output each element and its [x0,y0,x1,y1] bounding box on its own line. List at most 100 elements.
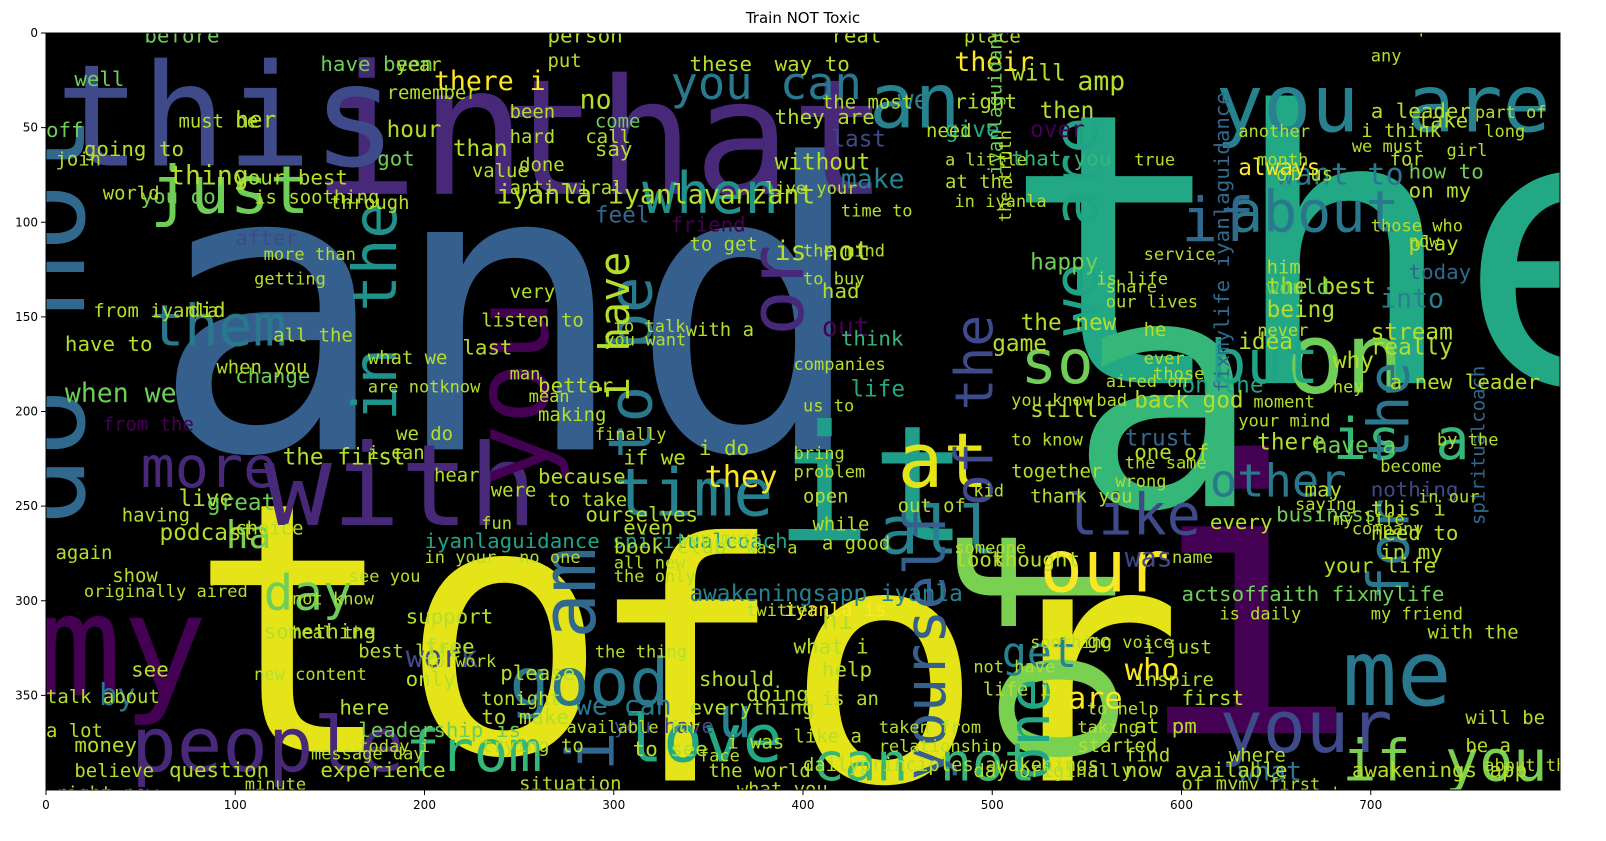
cloud-word: change [235,364,310,388]
cloud-word: more [141,435,278,501]
cloud-word: my first [1238,775,1320,795]
cloud-word: got [377,146,415,170]
cloud-word: the mind [803,241,885,261]
cloud-word: love [623,701,782,778]
cloud-word: every [1210,510,1273,534]
cloud-word: message day [311,745,424,765]
cloud-word: did [188,298,226,322]
cloud-word: take [1418,109,1468,133]
cloud-word: share [1106,277,1157,297]
cloud-word: come [595,111,641,133]
cloud-word: before [144,23,219,47]
cloud-word: going to [84,137,184,161]
cloud-word: do not [0,115,111,525]
cloud-word: hear [434,465,480,487]
cloud-word: been [510,101,556,123]
cloud-word: home [1333,784,1374,804]
cloud-word: taking [1077,718,1138,738]
cloud-word: iyanlaguidance spiritualcoach [425,529,788,553]
cloud-word: look [954,548,1005,572]
cloud-word: when we [65,378,177,409]
cloud-word: but [1210,328,1319,398]
cloud-word: place [964,25,1021,47]
cloud-word: you have [614,714,714,738]
cloud-word: the same [1125,453,1207,473]
cloud-word: in iyanla [954,192,1046,212]
cloud-word: started [1077,735,1157,757]
cloud-word: leadership is [358,718,521,742]
cloud-word: you can [671,57,862,110]
cloud-word: there i [434,66,546,97]
cloud-word: you do [141,184,216,208]
cloud-word: who [1125,653,1180,688]
cloud-word: we must [1352,137,1424,157]
cloud-word: from the [103,413,194,435]
cloud-word: out [822,312,870,343]
cloud-word: thing [169,160,249,191]
cloud-word: kid [973,482,1004,502]
cloud-word: new content [254,665,367,685]
cloud-word: about the [1484,756,1576,776]
cloud-word: is a [1333,407,1470,473]
cloud-word: is not [775,236,871,267]
y-tick-label: 50 [23,121,38,135]
cloud-word: tonight [481,688,561,710]
y-tick-label: 350 [15,688,38,702]
cloud-word: what i [794,635,869,659]
cloud-word: today i [358,737,430,757]
cloud-word: day originally [973,760,1132,782]
cloud-word: great [207,490,275,516]
cloud-word: or [733,245,821,336]
cloud-word: there [1257,429,1325,455]
cloud-word: finally [595,425,667,445]
x-tick-label: 0 [42,798,50,812]
cloud-word: really [1371,335,1453,361]
cloud-word: life i [983,678,1051,700]
cloud-word: just [150,152,309,229]
cloud-word: give [945,117,1000,143]
cloud-word: have a [1314,433,1396,459]
y-axis: 0 50 100 150 200 250 300 350 [15,26,46,702]
cloud-word: time [614,455,773,532]
x-axis: 0 100 200 300 400 500 600 700 [42,790,1382,812]
cloud-word: to [188,427,610,835]
cloud-word: iyanla is [784,599,886,621]
cloud-word: no one [519,548,580,568]
cloud-word: always [1238,155,1320,181]
cloud-word: talk about [46,686,160,708]
cloud-word: i [1134,383,1362,823]
cloud-word: my friend [1371,605,1463,625]
cloud-word: podcast [160,520,256,546]
cloud-word: face [699,747,740,767]
cloud-word: it [775,391,969,578]
cloud-word: company [1352,520,1424,540]
cloud-word: live [178,486,233,512]
cloud-word: nothing [1371,478,1459,502]
cloud-word: world [103,183,160,205]
cloud-word: happy [1030,250,1098,276]
cloud-word: what we [368,347,448,369]
cloud-word: by the [1437,431,1498,451]
cloud-word: one of [1134,440,1209,464]
cloud-word: with a [686,319,754,341]
cloud-word: an [869,58,960,146]
cloud-word: now available [1125,758,1288,782]
cloud-word: to see [633,737,708,761]
cloud-word: become [1380,457,1441,477]
cloud-word: i [553,731,630,771]
cloud-word: getting [254,270,326,290]
cloud-word: yourself [893,507,959,780]
cloud-word: trying to [481,735,583,757]
cloud-word: stream [1371,320,1453,346]
cloud-word: man [510,364,541,384]
cloud-word: what you [737,779,828,801]
cloud-word: our lives [1106,292,1198,312]
cloud-word: thank you [1030,485,1132,507]
cloud-word: if [1182,186,1255,256]
cloud-word: very [510,281,556,303]
cloud-word: by [99,678,135,713]
cloud-word: to be [597,277,667,459]
cloud-word: companies [794,355,886,375]
cloud-word: everything [689,695,814,719]
cloud-word: must be [178,111,258,133]
